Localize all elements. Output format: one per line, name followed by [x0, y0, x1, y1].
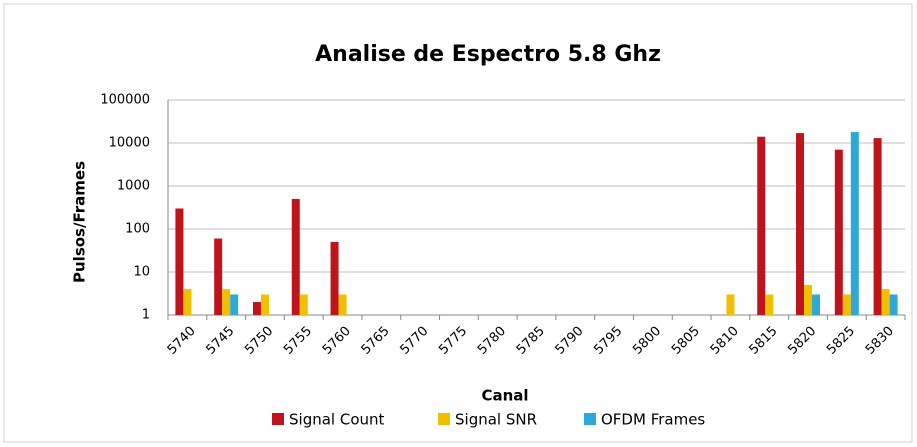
legend-label: Signal SNR — [455, 411, 537, 429]
y-tick-label: 100000 — [100, 93, 150, 108]
bar — [260, 294, 269, 315]
bar — [850, 132, 859, 315]
bar — [330, 241, 339, 315]
bar — [757, 136, 766, 315]
y-tick-label: 100 — [125, 222, 150, 237]
bar — [175, 208, 184, 315]
bar — [222, 289, 231, 315]
bar — [842, 294, 851, 315]
bar — [299, 294, 308, 315]
legend-swatch — [584, 413, 596, 425]
legend-swatch — [272, 413, 284, 425]
bar — [291, 198, 300, 315]
bar — [214, 238, 223, 315]
chart-title: Analise de Espectro 5.8 Ghz — [315, 42, 661, 67]
legend-label: OFDM Frames — [601, 411, 705, 429]
bar — [796, 133, 805, 315]
bar — [765, 294, 774, 315]
y-tick-label: 1000 — [117, 179, 150, 194]
y-tick-label: 10000 — [109, 136, 150, 151]
legend-label: Signal Count — [289, 411, 385, 429]
y-axis-title: Pulsos/Frames — [71, 161, 89, 283]
legend-swatch — [438, 413, 450, 425]
bar — [338, 294, 347, 315]
bar — [726, 294, 735, 315]
y-tick-label: 10 — [133, 265, 150, 280]
bar — [834, 149, 843, 315]
bar — [230, 294, 239, 315]
bar — [812, 294, 821, 315]
bar — [183, 289, 192, 315]
bar — [881, 289, 890, 315]
bar — [873, 138, 882, 315]
bar — [889, 294, 898, 315]
y-tick-label: 1 — [142, 308, 150, 323]
bar — [252, 302, 261, 315]
bar — [804, 284, 813, 315]
x-axis-title: Canal — [481, 387, 528, 405]
